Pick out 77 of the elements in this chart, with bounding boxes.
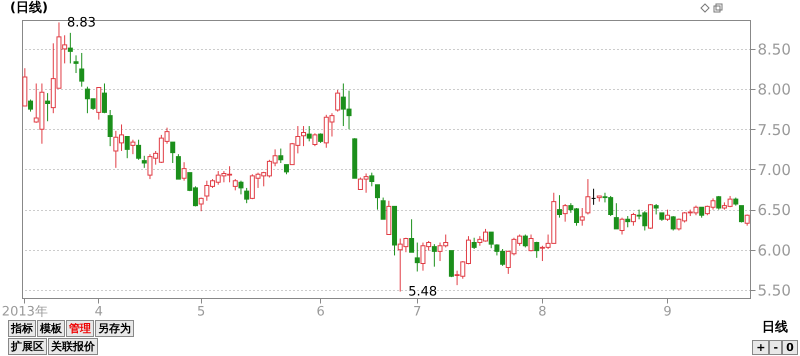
text: 指标 xyxy=(8,320,36,337)
candlestick xyxy=(472,237,477,250)
y-tick-label: 8.50 xyxy=(758,40,791,58)
candlestick xyxy=(335,89,340,112)
candlestick xyxy=(182,162,187,182)
candlestick xyxy=(102,82,107,114)
candlestick xyxy=(284,164,289,175)
candlestick xyxy=(630,212,636,226)
candlestick xyxy=(414,242,420,272)
candlestick xyxy=(562,203,568,222)
x-tick-label: 5 xyxy=(197,304,206,320)
candlestick xyxy=(614,202,619,230)
candlestick xyxy=(79,52,84,88)
candlestick xyxy=(670,216,676,232)
candlestick xyxy=(738,205,744,223)
candlestick xyxy=(238,180,244,195)
text: 另存为 xyxy=(95,320,134,337)
candlestick xyxy=(534,241,540,258)
y-tick-label: 7.00 xyxy=(758,160,791,179)
x-tick-label: 7 xyxy=(413,304,422,320)
x-tick-label: 6 xyxy=(316,304,325,320)
candlestick xyxy=(45,92,50,122)
candlestick xyxy=(232,178,238,191)
candlestick xyxy=(580,208,585,226)
candlestick xyxy=(522,234,528,248)
candlestick xyxy=(198,197,204,212)
candlestick xyxy=(108,109,113,147)
candlestick xyxy=(68,32,73,64)
y-tick-label: 6.50 xyxy=(758,201,791,220)
candlestick xyxy=(28,99,34,112)
text: - xyxy=(769,340,782,355)
candlestick xyxy=(244,187,250,204)
candlestick xyxy=(170,142,176,164)
candlestick xyxy=(585,178,590,215)
candlestick xyxy=(620,217,625,236)
candlestick xyxy=(556,194,562,218)
x-tick-label: 8 xyxy=(538,304,547,320)
candlestick xyxy=(74,54,79,74)
candlestick xyxy=(528,234,534,252)
candlestick xyxy=(716,195,722,210)
candlestick xyxy=(278,148,284,164)
text: 模板 xyxy=(37,320,65,337)
candlestick xyxy=(409,218,414,253)
candlestick xyxy=(380,197,386,220)
candlestick xyxy=(124,136,130,159)
candlestick xyxy=(301,126,306,147)
candlestick xyxy=(312,132,318,147)
text: 管理 xyxy=(66,320,94,337)
candlestick xyxy=(432,244,437,268)
text: 关联报价 xyxy=(48,338,98,355)
text: + xyxy=(752,340,770,355)
y-tick-label: 5.50 xyxy=(758,281,791,300)
candlestick xyxy=(369,172,374,187)
annotation: 5.48 xyxy=(408,284,438,300)
y-tick-label: 6.00 xyxy=(758,241,791,260)
y-tick-label: 7.50 xyxy=(758,120,791,139)
candlestick xyxy=(654,203,659,215)
candlestick xyxy=(176,154,181,180)
candlestick xyxy=(699,206,704,218)
text: 0 xyxy=(782,340,798,355)
x-tick-label: 9 xyxy=(663,304,672,320)
candlestick xyxy=(306,126,312,142)
candlestick xyxy=(142,155,147,168)
candlestick xyxy=(130,139,136,155)
candlestick xyxy=(136,139,142,160)
y-tick-label: 8.00 xyxy=(758,80,791,99)
annotation: 8.83 xyxy=(66,15,96,30)
x-tick-label: 2013年 xyxy=(2,304,48,320)
candlestick xyxy=(625,216,630,228)
candlestick xyxy=(374,184,380,210)
candlestick xyxy=(648,203,653,230)
x-tick-label: 4 xyxy=(94,304,103,320)
candlestick xyxy=(665,209,670,222)
chart-title: (日线) xyxy=(10,0,48,16)
text: 扩展区 xyxy=(8,338,47,355)
candlestick xyxy=(488,232,494,249)
text: 日线 xyxy=(761,319,789,336)
